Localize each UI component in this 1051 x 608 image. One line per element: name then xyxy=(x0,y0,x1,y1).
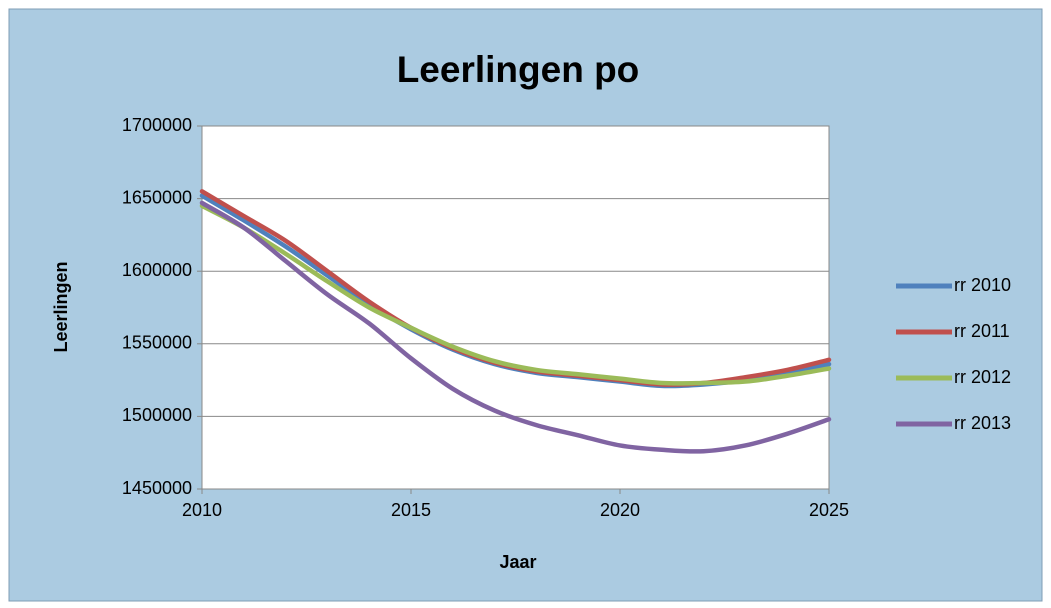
x-tick-label: 2015 xyxy=(391,500,431,520)
y-tick-label: 1550000 xyxy=(122,333,192,353)
x-tick-label: 2025 xyxy=(809,500,849,520)
y-tick-label: 1450000 xyxy=(122,478,192,498)
y-tick-label: 1600000 xyxy=(122,260,192,280)
plot-area xyxy=(201,125,830,490)
x-axis-label: Jaar xyxy=(499,552,536,572)
x-tick-label: 2010 xyxy=(182,500,222,520)
series-line xyxy=(199,200,832,454)
y-tick-label: 1650000 xyxy=(122,187,192,207)
legend-label: rr 2012 xyxy=(954,367,1011,387)
y-axis-label: Leerlingen xyxy=(51,261,71,352)
legend-label: rr 2011 xyxy=(954,321,1010,341)
chart-title: Leerlingen po xyxy=(397,49,640,90)
y-tick-label: 1500000 xyxy=(122,405,192,425)
x-tick-label: 2020 xyxy=(600,500,640,520)
y-tick-label: 1700000 xyxy=(122,115,192,135)
legend-label: rr 2013 xyxy=(954,413,1011,433)
legend-label: rr 2010 xyxy=(954,275,1011,295)
series-line xyxy=(199,203,832,386)
